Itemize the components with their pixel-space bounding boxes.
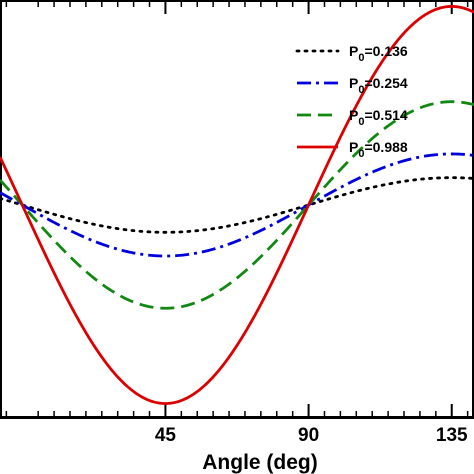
legend-label-2: P0=0.254 (349, 75, 408, 96)
legend: P0=0.136 P0=0.254 P0=0.514 P0=0.988 (295, 43, 408, 160)
tick-labels: 45 90 135 (155, 425, 468, 446)
series-line-4 (0, 5, 474, 405)
minor-ticks (5, 0, 469, 418)
x-tick-label: 90 (298, 425, 319, 446)
legend-label-3: P0=0.514 (349, 107, 408, 128)
series-layer (0, 5, 474, 405)
major-ticks (164, 0, 453, 418)
legend-label-1: P0=0.136 (349, 43, 408, 64)
series-line-2 (0, 152, 474, 258)
series-line-1 (0, 176, 474, 234)
legend-label-4: P0=0.988 (349, 139, 408, 160)
x-tick-label: 135 (436, 425, 468, 446)
plot-frame (0, 0, 474, 419)
series-line-3 (0, 100, 474, 310)
x-axis-title: Angle (deg) (202, 451, 318, 474)
x-tick-label: 45 (155, 425, 177, 446)
